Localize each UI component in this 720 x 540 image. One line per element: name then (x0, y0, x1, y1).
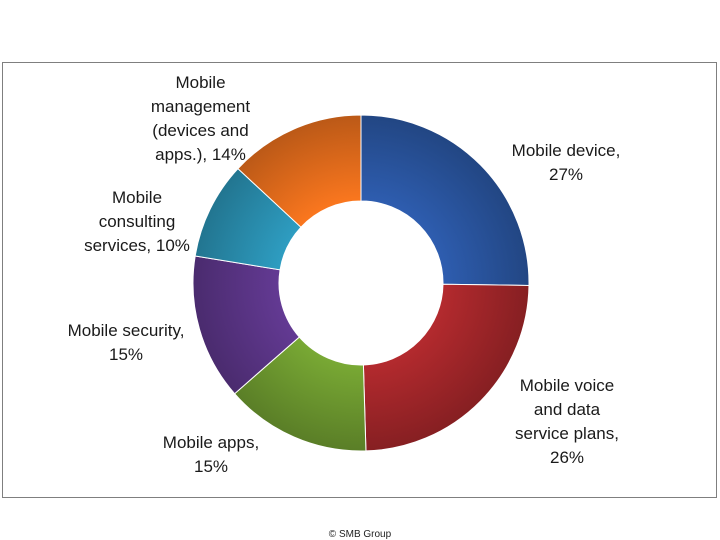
label-mobile-device: Mobile device, 27% (511, 141, 621, 184)
slice-mobile-device (360, 114, 530, 286)
chart-frame: Mobile device, 27% Mobile voice and data… (2, 62, 717, 498)
label-mobile-security: Mobile security, 15% (67, 321, 185, 364)
donut-chart (192, 114, 530, 452)
label-mobile-apps: Mobile apps, 15% (162, 433, 260, 476)
slice-mobile-voice-and-data-service-plans (362, 283, 530, 452)
label-mobile-management: Mobile management (devices and apps.), 1… (150, 73, 251, 164)
donut-slices (192, 114, 530, 452)
label-mobile-consulting-services: Mobile consulting services, 10% (84, 188, 190, 255)
copyright-notice: © SMB Group (328, 529, 392, 540)
label-mobile-voice-data-plans: Mobile voice and data service plans, 26% (515, 376, 619, 467)
slice-mobile-management-devices-and-apps (237, 114, 362, 228)
